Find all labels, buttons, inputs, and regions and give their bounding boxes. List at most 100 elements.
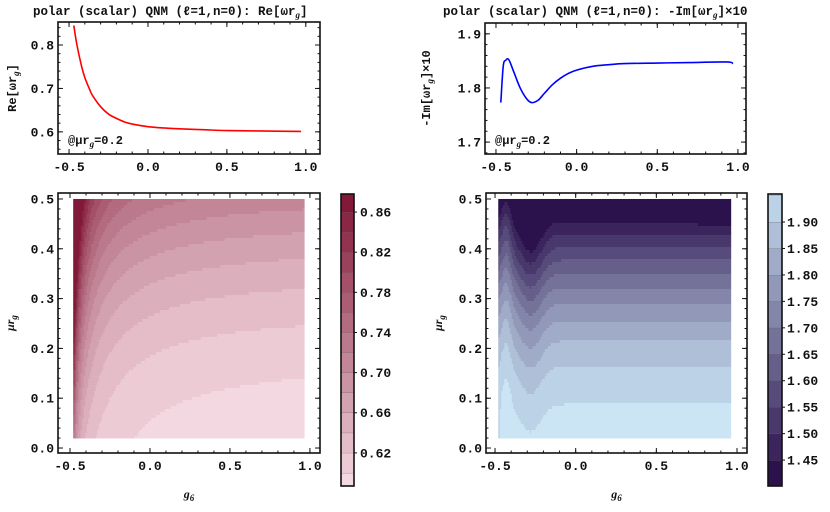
contour-band-cell: [73, 399, 76, 404]
contour-band-cell: [80, 258, 83, 263]
contour-band-cell: [529, 429, 532, 434]
contour-band-cell: [507, 378, 520, 383]
contour-band-cell: [79, 390, 83, 395]
contour-band-cell: [94, 234, 103, 239]
contour-band-cell: [528, 345, 534, 350]
contour-band-cell: [89, 270, 97, 275]
contour-band-cell: [88, 225, 92, 230]
contour-band-cell: [517, 312, 529, 317]
contour-band-cell: [77, 366, 80, 371]
contour-band-cell: [74, 336, 77, 341]
contour-band-cell: [499, 435, 732, 439]
contour-band-cell: [176, 402, 305, 407]
contour-band-cell: [82, 324, 85, 329]
contour-band-cell: [128, 243, 190, 248]
contour-band-cell: [76, 333, 79, 338]
contour-band-cell: [74, 411, 77, 416]
contour-band-cell: [77, 411, 82, 416]
contour-band-cell: [502, 321, 510, 326]
contour-band-cell: [103, 366, 134, 371]
contour-band-cell: [80, 237, 83, 242]
colorbar-tick-label: 1.50: [787, 427, 818, 442]
contour-band-cell: [541, 300, 732, 305]
contour-band-cell: [97, 225, 107, 230]
contour-band-cell: [511, 255, 517, 260]
contour-band-cell: [98, 378, 122, 383]
contour-band-cell: [73, 402, 76, 407]
contour-band-cell: [92, 219, 101, 224]
colorbar-tick-label: 0.86: [360, 206, 391, 221]
contour-band-cell: [190, 219, 305, 224]
contour-band-cell: [504, 378, 508, 383]
contour-band-cell: [80, 300, 83, 305]
contour-band-cell: [92, 279, 103, 284]
contour-band-cell: [513, 405, 553, 410]
contour-band-cell: [514, 249, 522, 254]
contour-band-cell: [83, 231, 88, 236]
contour-band-cell: [178, 342, 305, 347]
contour-band-cell: [80, 351, 85, 356]
contour-band-cell: [508, 240, 513, 245]
contour-band-cell: [508, 384, 523, 389]
contour-band-cell: [546, 327, 732, 332]
colorbar-band: [341, 472, 354, 486]
contour-band-cell: [79, 240, 82, 245]
contour-band-cell: [82, 213, 86, 218]
contour-band-cell: [77, 357, 80, 362]
x-tick-label: 0.5: [646, 160, 670, 175]
contour-band-cell: [80, 279, 83, 284]
y-tick-label: 0.5: [31, 192, 55, 207]
contour-band-cell: [516, 327, 529, 332]
contour-band-cell: [133, 264, 221, 269]
contour-band-cell: [85, 276, 89, 281]
contour-band-cell: [522, 264, 541, 269]
chart-title: polar (scalar) QNM (ℓ=1,n=0): Re[ωrg]: [33, 5, 308, 20]
annotation-tail: =0.2: [94, 134, 123, 148]
contour-band-cell: [92, 399, 110, 404]
contour-band-cell: [76, 294, 79, 299]
contour-band-cell: [88, 222, 94, 227]
contour-band-cell: [119, 381, 260, 386]
contour-band-cell: [76, 402, 79, 407]
contour-band-cell: [550, 342, 732, 347]
y-tick-label: 0.4: [459, 242, 483, 257]
contour-band-cell: [86, 234, 91, 239]
contour-band-cell: [88, 384, 97, 389]
contour-band-cell: [79, 306, 83, 311]
contour-band-cell: [86, 306, 94, 311]
contour-band-cell: [170, 405, 305, 410]
annotation: @μrg=0.2: [68, 134, 123, 149]
contour-band-cell: [101, 303, 121, 308]
contour-band-cell: [511, 243, 517, 248]
contour-band-cell: [77, 258, 80, 263]
contour-band-cell: [517, 258, 526, 263]
contour-band-cell: [519, 354, 543, 359]
contour-band-cell: [74, 333, 77, 338]
contour-band-cell: [501, 327, 511, 332]
contour-band-cell: [104, 408, 166, 413]
contour-band-cell: [73, 312, 76, 317]
contour-band-cell: [220, 264, 305, 269]
contour-band-cell: [79, 420, 83, 425]
contour-band-cell: [543, 246, 556, 251]
contour-band-cell: [142, 426, 305, 431]
contour-band-cell: [498, 315, 513, 320]
contour-band-cell: [538, 291, 549, 296]
contour-band-cell: [85, 273, 91, 278]
contour-band-cell: [74, 435, 77, 439]
contour-band-cell: [510, 234, 514, 239]
contour-band-cell: [510, 327, 517, 332]
contour-band-cell: [91, 246, 98, 251]
contour-band-cell: [510, 291, 516, 296]
contour-band-cell: [552, 222, 699, 227]
contour-band-cell: [106, 246, 125, 251]
contour-band-cell: [91, 207, 98, 212]
contour-band-cell: [82, 420, 89, 425]
contour-band-cell: [522, 240, 540, 245]
contour-band-cell: [88, 279, 94, 284]
contour-band-cell: [112, 198, 133, 203]
contour-band-cell: [94, 393, 113, 398]
contour-band-cell: [76, 408, 79, 413]
colorbar-tick-label: 1.75: [787, 295, 818, 310]
contour-band-cell: [103, 330, 127, 335]
